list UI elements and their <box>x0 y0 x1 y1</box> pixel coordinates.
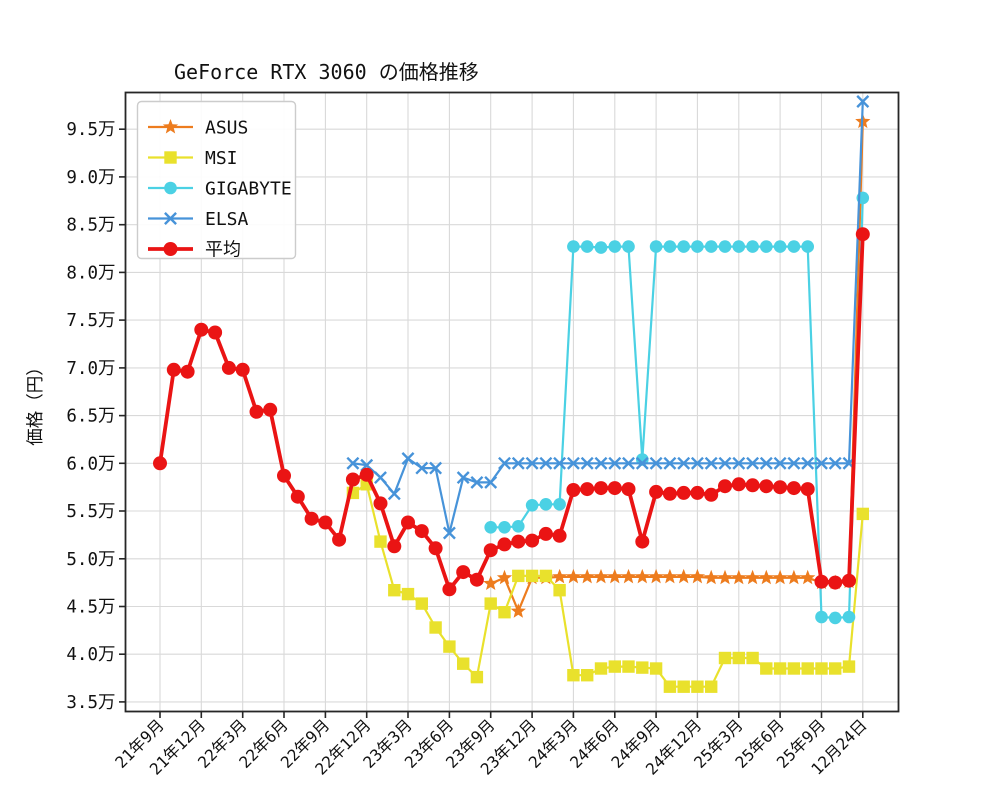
y-tick-label: 8.5万 <box>66 216 115 236</box>
y-tick-label: 5.0万 <box>66 550 115 570</box>
series-MSI <box>346 478 869 693</box>
y-tick-label: 9.5万 <box>66 120 115 140</box>
y-tick-label: 7.0万 <box>66 359 115 379</box>
y-tick-label: 3.5万 <box>66 693 115 713</box>
y-tick-label: 4.5万 <box>66 598 115 618</box>
legend-item-GIGABYTE: GIGABYTE <box>148 179 292 200</box>
series-line <box>352 483 864 688</box>
chart-title: GeForce RTX 3060 の価格推移 <box>174 60 479 84</box>
legend-item-平均: 平均 <box>148 240 241 261</box>
legend-label: GIGABYTE <box>205 179 292 200</box>
series-ELSA <box>346 95 870 540</box>
legend-label: 平均 <box>205 240 241 261</box>
series-line <box>490 121 864 613</box>
y-tick-label: 8.0万 <box>66 263 115 283</box>
legend: ASUS MSI GIGABYTE ELSA 平均 <box>136 100 297 261</box>
plot-border <box>124 91 900 713</box>
y-tick-label: 4.0万 <box>66 645 115 665</box>
y-tick-label: 7.5万 <box>66 311 115 331</box>
gridlines <box>125 92 899 712</box>
legend-item-MSI: MSI <box>148 148 238 169</box>
y-tick-labels: 3.5万 4.0万 4.5万 5.0万 5.5万 6.0万 6.5万 7.0万 7.5万 8.0万… <box>66 120 115 713</box>
series-平均 <box>153 227 870 597</box>
y-tick-label: 9.0万 <box>66 168 115 188</box>
y-tick-label: 6.5万 <box>66 407 115 427</box>
series-line <box>352 101 864 535</box>
x-tick-labels: 21年9月21年12月22年3月22年6月22年9月22年12月23年3月23年… <box>111 715 870 778</box>
legend-item-ASUS: ASUS <box>148 118 248 139</box>
legend-label: ASUS <box>205 118 248 139</box>
y-tick-label: 5.5万 <box>66 502 115 522</box>
y-axis-label: 価格（円） <box>26 358 46 446</box>
legend-label: ELSA <box>205 209 249 230</box>
series-line <box>490 197 864 620</box>
y-tick-label: 6.0万 <box>66 454 115 474</box>
tick-marks <box>119 128 864 718</box>
legend-label: MSI <box>205 148 238 169</box>
legend-item-ELSA: ELSA <box>148 209 249 230</box>
